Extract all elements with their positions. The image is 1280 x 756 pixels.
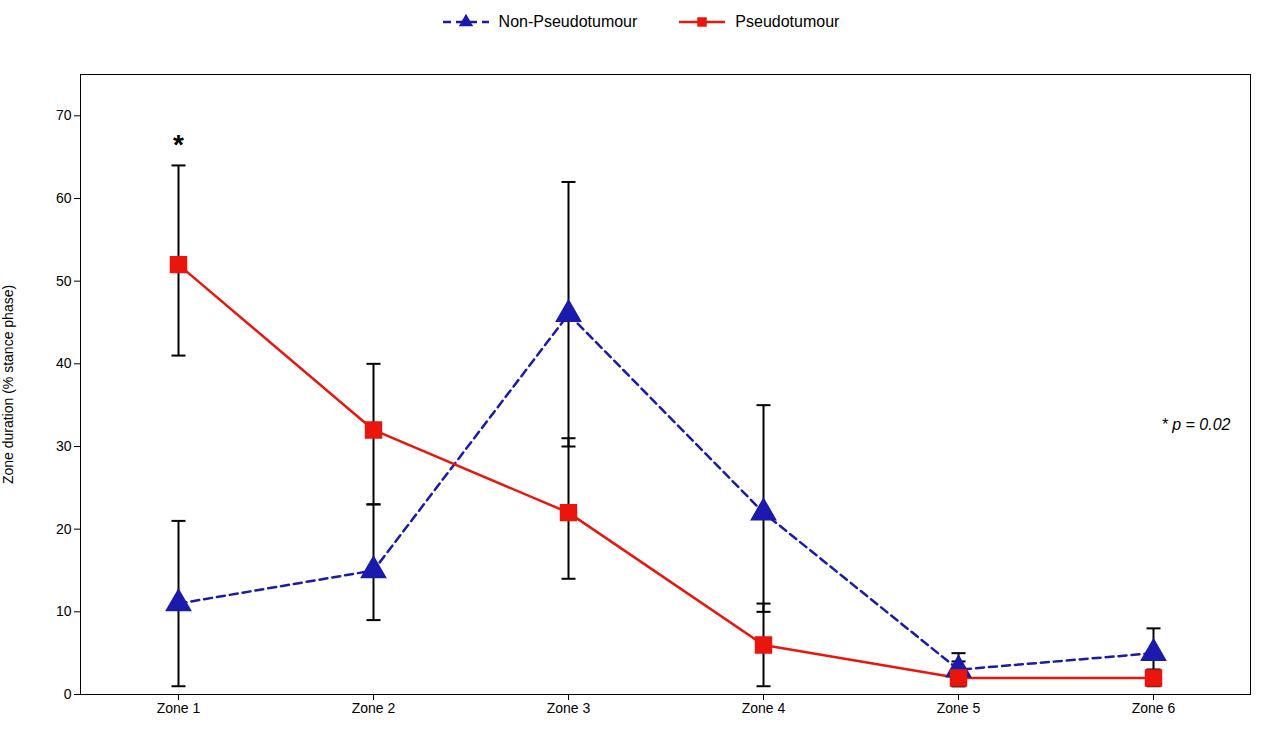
svg-text:60: 60 xyxy=(56,190,72,206)
svg-text:10: 10 xyxy=(56,603,72,619)
svg-text:* p = 0.02: * p = 0.02 xyxy=(1162,416,1231,433)
svg-text:20: 20 xyxy=(56,521,72,537)
svg-text:Zone duration (% stance phase): Zone duration (% stance phase) xyxy=(0,285,16,484)
svg-text:Zone 3: Zone 3 xyxy=(547,700,591,716)
html-text:Non-Pseudotumour: Non-Pseudotumour xyxy=(498,13,638,30)
svg-text:70: 70 xyxy=(56,107,72,123)
html-text:Pseudotumour: Pseudotumour xyxy=(735,13,840,30)
svg-text:50: 50 xyxy=(56,273,72,289)
svg-text:40: 40 xyxy=(56,355,72,371)
svg-text:30: 30 xyxy=(56,438,72,454)
svg-text:Zone 4: Zone 4 xyxy=(742,700,786,716)
svg-text:Zone 6: Zone 6 xyxy=(1132,700,1176,716)
svg-text:Zone 5: Zone 5 xyxy=(937,700,981,716)
svg-text:Zone 1: Zone 1 xyxy=(157,700,201,716)
svg-text:0: 0 xyxy=(64,686,72,702)
svg-text:*: * xyxy=(173,129,184,160)
svg-text:Zone 2: Zone 2 xyxy=(352,700,396,716)
